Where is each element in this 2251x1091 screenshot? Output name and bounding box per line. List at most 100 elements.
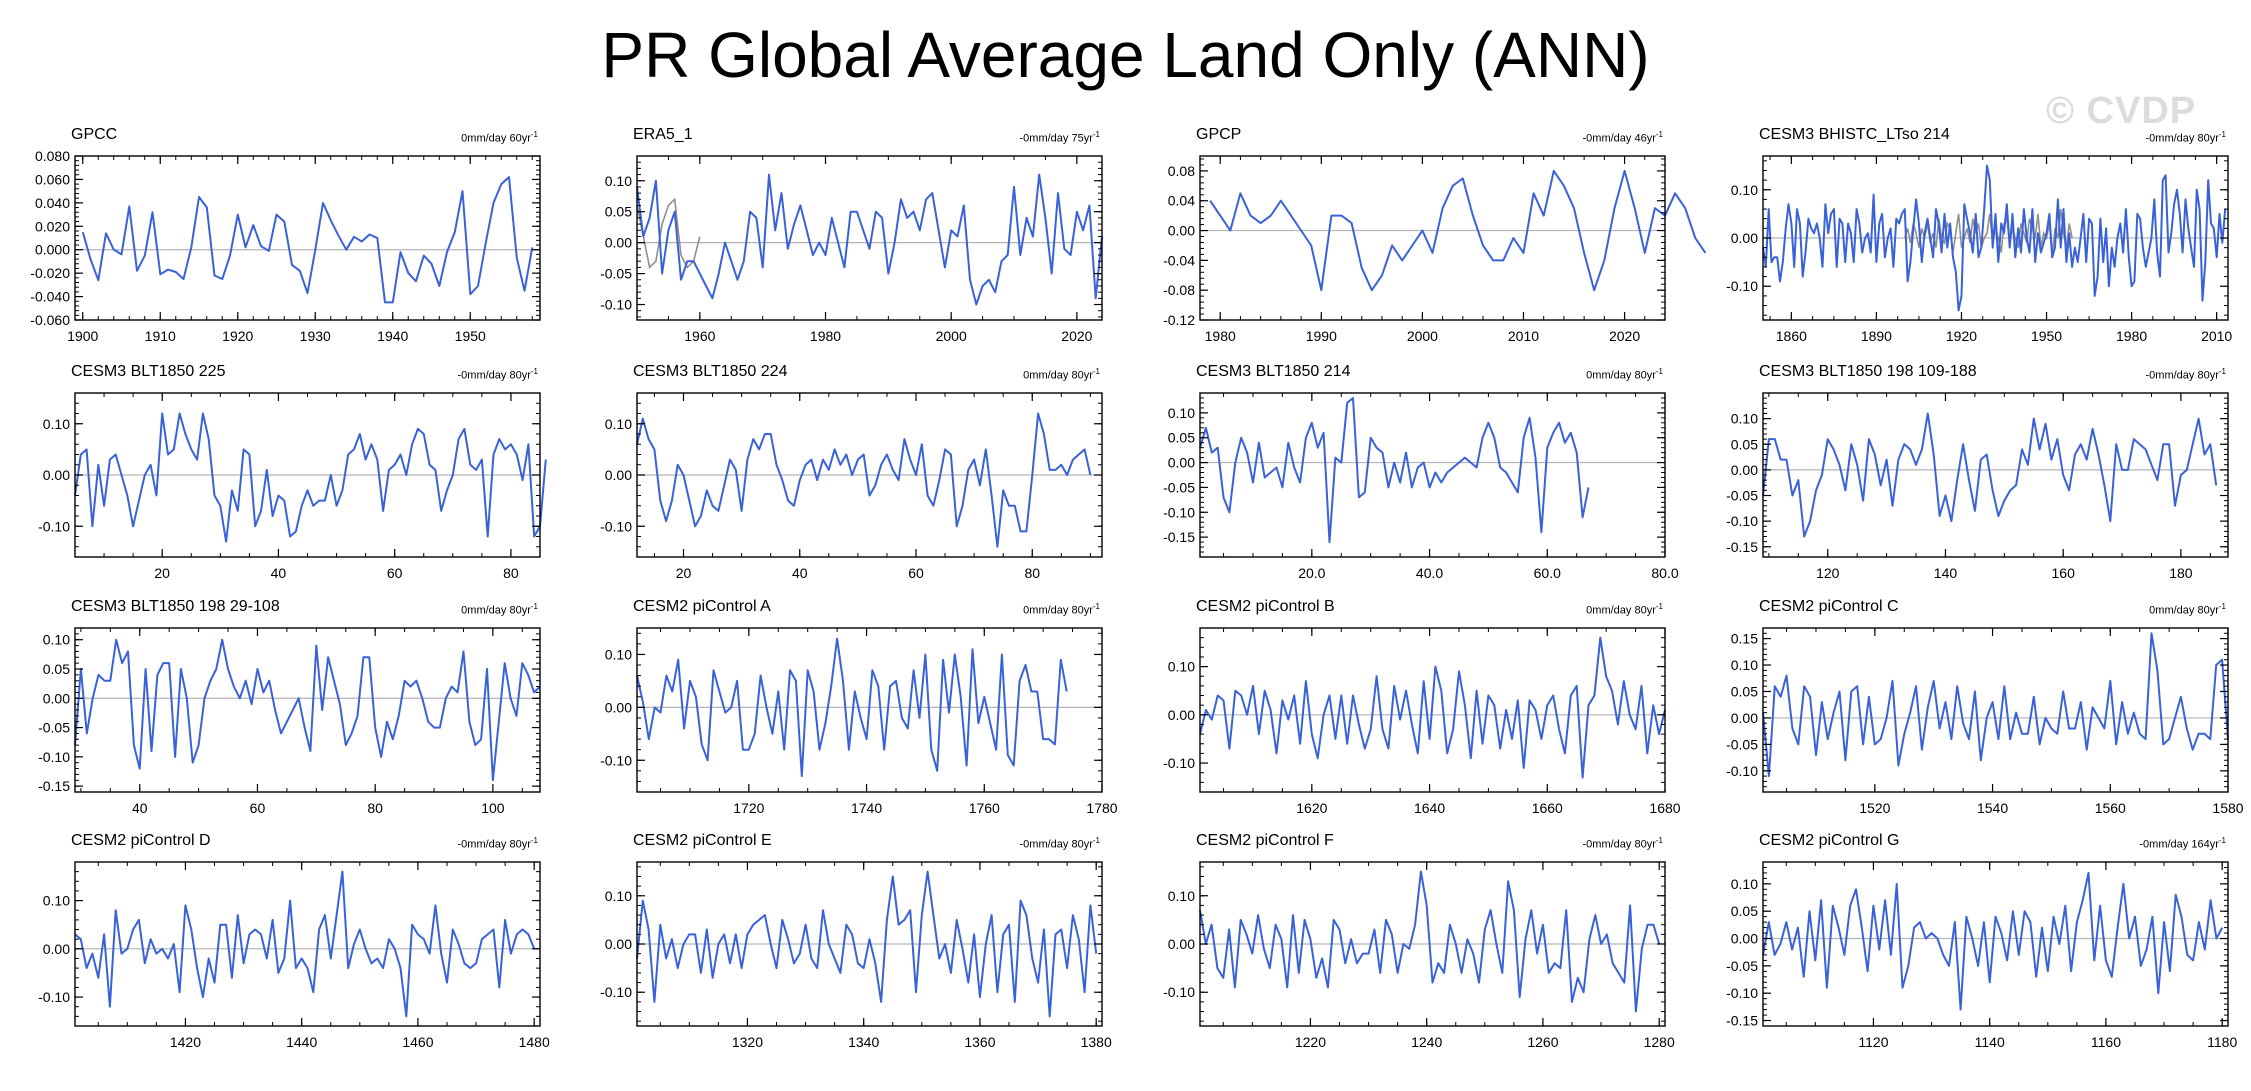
x-tick-label: 80 <box>503 565 519 581</box>
chart-title: CESM2 piControl F <box>1196 832 1334 849</box>
chart-panel: CESM2 piControl F -0mm/day 80yr-1 1220 1240… <box>1125 826 1675 1056</box>
y-tick-label: 0.05 <box>605 204 632 220</box>
line-chart: 1220 1240 1260 1280 -0.10 0.00 0.10 <box>1163 861 1675 1050</box>
y-tick-label: -0.05 <box>1726 958 1758 974</box>
x-tick-label: 1160 <box>2091 1034 2121 1050</box>
chart-panel: CESM3 BLT1850 225 -0mm/day 80yr-1 20 40 60 80… <box>0 357 547 587</box>
x-tick-label: 80 <box>1024 565 1040 581</box>
y-tick-label: -0.10 <box>1726 985 1758 1001</box>
x-tick-label: 1680 <box>1649 800 1680 816</box>
line-chart: 1320 1340 1360 1380 -0.10 0.00 0.10 <box>600 861 1112 1050</box>
x-tick-label: 1520 <box>1859 800 1890 816</box>
line-chart: 1900 1910 1920 1930 1940 1950 -0.060 -0.040 -0.0… <box>30 148 541 344</box>
chart-note-superscript: -1 <box>1092 367 1100 376</box>
plot-frame <box>1199 627 1666 793</box>
x-tick-label: 1660 <box>1532 800 1563 816</box>
x-tick-label: 1900 <box>67 328 98 344</box>
primary-series-line <box>636 173 1103 306</box>
chart-mean-trend-note: -0mm/day 80yr-1 <box>457 836 538 851</box>
x-tick-label: 1540 <box>1977 800 2008 816</box>
y-tick-label: -0.05 <box>1726 736 1758 752</box>
x-tick-label: 1910 <box>145 328 176 344</box>
line-chart: 1980 1990 2000 2010 2020 -0.12 -0.08 -0.04 0.00 0… <box>1163 155 1707 344</box>
y-tick-label: 0.05 <box>1731 436 1758 452</box>
chart-mean-trend-note: -0mm/day 80yr-1 <box>2145 130 2226 145</box>
chart-note-superscript: -1 <box>1655 367 1663 376</box>
y-tick-label: 0.10 <box>43 416 70 432</box>
y-tick-label: 0.080 <box>35 148 70 164</box>
chart-note-superscript: -1 <box>2218 602 2226 611</box>
primary-series-line <box>1199 636 1666 779</box>
y-tick-label: 0.10 <box>1168 405 1195 421</box>
chart-panel: CESM3 BLT1850 214 0mm/day 80yr-1 20.0 40.0 6… <box>1125 357 1679 587</box>
x-tick-label: 1780 <box>1086 800 1117 816</box>
x-tick-label: 40.0 <box>1416 565 1443 581</box>
chart-mean-trend-note: 0mm/day 80yr-1 <box>1023 367 1100 382</box>
x-tick-label: 2010 <box>2201 328 2232 344</box>
cvdp-watermark: © CVDP <box>2046 90 2197 132</box>
x-tick-label: 1920 <box>222 328 253 344</box>
x-tick-label: 1950 <box>455 328 486 344</box>
chart-title: GPCP <box>1196 126 1242 143</box>
y-tick-label: 0.10 <box>43 632 70 648</box>
y-tick-label: 0.020 <box>35 218 70 234</box>
primary-series-line <box>1762 632 2229 778</box>
x-tick-label: 60 <box>250 800 266 816</box>
y-tick-label: 0.040 <box>35 195 70 211</box>
chart-mean-trend-note: -0mm/day 80yr-1 <box>1019 836 1100 851</box>
x-tick-label: 2000 <box>1407 328 1438 344</box>
x-tick-label: 20.0 <box>1298 565 1325 581</box>
x-tick-label: 1460 <box>402 1034 433 1050</box>
y-tick-label: -0.10 <box>600 752 632 768</box>
plot-frame <box>1762 627 2229 793</box>
x-tick-label: 40 <box>132 800 148 816</box>
y-tick-label: 0.05 <box>1731 683 1758 699</box>
primary-series-line <box>1762 412 2218 538</box>
chart-panel: GPCP -0mm/day 46yr-1 1980 1990 2000 2010 2020 -… <box>1125 120 1707 350</box>
y-tick-label: 0.10 <box>1731 876 1758 892</box>
x-tick-label: 1360 <box>964 1034 995 1050</box>
chart-title: CESM2 piControl A <box>633 598 771 615</box>
y-tick-label: 0.00 <box>605 235 632 251</box>
chart-note-superscript: -1 <box>1655 602 1663 611</box>
x-tick-label: 1950 <box>2031 328 2062 344</box>
x-tick-label: 140 <box>1934 565 1958 581</box>
chart-mean-trend-note: 0mm/day 80yr-1 <box>1023 602 1100 617</box>
y-tick-label: 0.10 <box>1731 182 1758 198</box>
y-tick-label: -0.10 <box>1726 278 1758 294</box>
chart-mean-trend-note: 0mm/day 80yr-1 <box>1586 602 1663 617</box>
y-tick-label: -0.020 <box>30 265 70 281</box>
chart-title: CESM2 piControl B <box>1196 598 1335 615</box>
primary-series-line <box>1199 397 1590 544</box>
chart-note-superscript: -1 <box>1655 836 1663 845</box>
chart-mean-trend-note: 0mm/day 80yr-1 <box>461 602 538 617</box>
x-tick-label: 1580 <box>2212 800 2243 816</box>
x-tick-label: 2020 <box>1061 328 1092 344</box>
y-tick-label: 0.00 <box>605 936 632 952</box>
y-tick-label: 0.10 <box>605 416 632 432</box>
chart-title: CESM3 BLT1850 224 <box>633 363 788 380</box>
x-tick-label: 1440 <box>286 1034 317 1050</box>
y-tick-label: -0.05 <box>1726 488 1758 504</box>
y-tick-label: -0.10 <box>1163 504 1195 520</box>
plot-frame <box>1762 861 2229 1027</box>
y-tick-label: -0.10 <box>38 749 70 765</box>
y-tick-label: -0.15 <box>1726 539 1758 555</box>
x-tick-label: 1740 <box>851 800 882 816</box>
chart-mean-trend-note: -0mm/day 46yr-1 <box>1582 130 1663 145</box>
chart-title: GPCC <box>71 126 118 143</box>
y-tick-label: -0.040 <box>30 289 70 305</box>
line-chart: 1120 1140 1160 1180 -0.15 -0.10 -0.05 0.00 0.05 0… <box>1726 861 2237 1050</box>
y-tick-label: 0.10 <box>1731 657 1758 673</box>
y-tick-label: 0.060 <box>35 171 70 187</box>
chart-title: CESM3 BLT1850 198 109-188 <box>1759 363 1977 380</box>
chart-panel: CESM3 BHISTC_LTso 214 -0mm/day 80yr-1 1860… <box>1688 120 2232 350</box>
x-tick-label: 1340 <box>848 1034 879 1050</box>
primary-series-line <box>74 870 536 1018</box>
primary-series-line <box>636 637 1068 778</box>
line-chart: 120 140 160 180 -0.15 -0.10 -0.05 0.00 0.05 0.10 <box>1726 392 2229 581</box>
chart-panel: ERA5_1 -0mm/day 75yr-1 1960 1980 2000 2020 -0.… <box>562 120 1103 350</box>
chart-title: CESM3 BLT1850 214 <box>1196 363 1351 380</box>
y-tick-label: -0.12 <box>1163 312 1195 328</box>
